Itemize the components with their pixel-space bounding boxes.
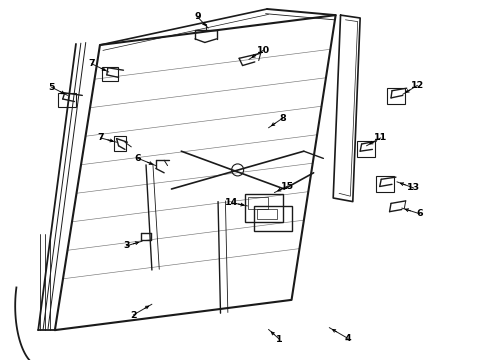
Text: 4: 4 [344, 334, 351, 343]
Bar [357, 141, 375, 157]
Text: 6: 6 [135, 154, 142, 163]
Text: 14: 14 [225, 198, 239, 207]
Text: 12: 12 [411, 81, 424, 90]
Text: 9: 9 [194, 12, 201, 22]
Bar [114, 136, 125, 151]
Text: 8: 8 [279, 113, 286, 122]
Text: 11: 11 [374, 133, 388, 142]
Text: 10: 10 [257, 46, 270, 55]
Text: 7: 7 [88, 59, 95, 68]
Text: 1: 1 [276, 335, 283, 343]
Bar [254, 206, 292, 231]
Text: 5: 5 [48, 83, 55, 91]
Text: 6: 6 [416, 210, 423, 218]
Text: 2: 2 [130, 310, 137, 320]
Bar [58, 93, 76, 107]
Bar [257, 209, 277, 219]
Bar [245, 194, 283, 222]
Bar [248, 197, 268, 209]
Bar [102, 67, 118, 81]
Text: 3: 3 [123, 242, 130, 251]
Bar [387, 88, 405, 104]
Text: 7: 7 [97, 133, 104, 142]
Bar [376, 176, 394, 192]
Text: 13: 13 [407, 184, 420, 192]
Text: 15: 15 [281, 181, 294, 191]
